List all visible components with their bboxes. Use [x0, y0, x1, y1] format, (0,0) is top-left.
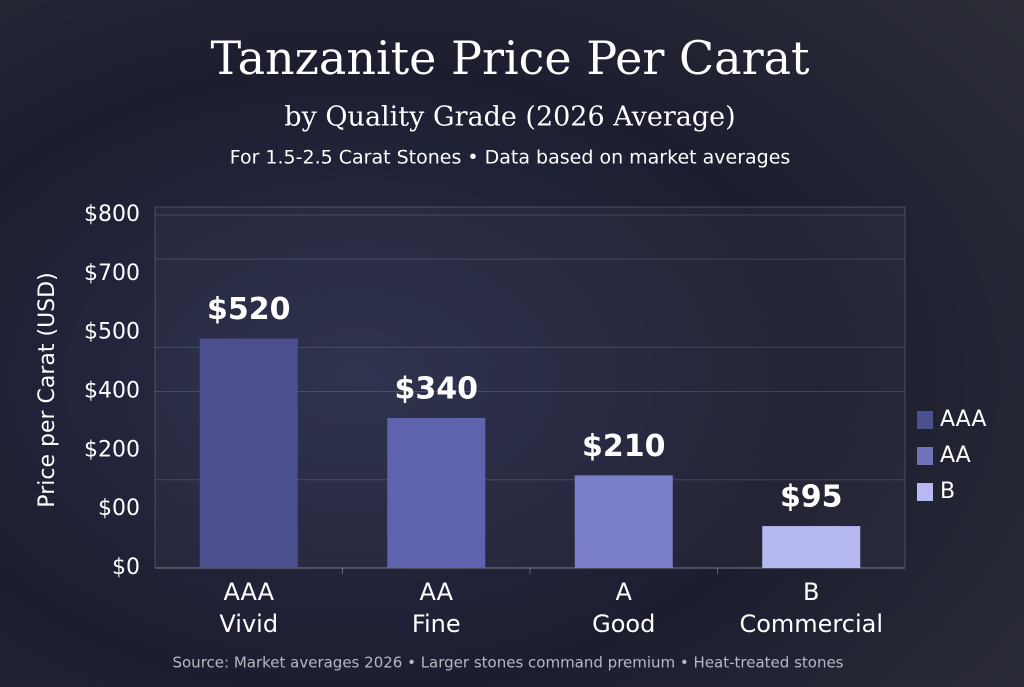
x-tick-sublabel: Fine [412, 610, 461, 638]
x-tick-label: A [616, 578, 633, 606]
y-tick-label: $500 [84, 320, 140, 345]
plot-frame [154, 206, 906, 569]
data-label: $520 [207, 292, 291, 327]
y-tick-label: $00 [98, 496, 140, 521]
legend-swatch [917, 411, 933, 429]
data-label: $210 [582, 429, 666, 464]
bar [387, 417, 486, 568]
x-tick-label: AA [419, 578, 453, 606]
x-tick-sublabel: Commercial [739, 610, 883, 638]
chart-title: Tanzanite Price Per Carat [211, 31, 811, 85]
legend-label: AAA [940, 407, 986, 432]
y-tick-label: $400 [84, 379, 140, 404]
source-note: Source: Market averages 2026 • Larger st… [172, 654, 843, 672]
data-label: $95 [780, 480, 843, 515]
y-tick-label: $0 [112, 555, 140, 580]
chart-note: For 1.5-2.5 Carat Stones • Data based on… [230, 147, 791, 169]
bar [199, 338, 298, 568]
legend-label: B [940, 479, 955, 504]
y-tick-label: $200 [84, 437, 140, 462]
x-tick-sublabel: Good [592, 610, 655, 638]
bar [574, 475, 673, 568]
y-tick-label: $700 [84, 261, 140, 286]
x-tick-label: AAA [223, 578, 274, 606]
legend-swatch [917, 447, 933, 465]
bar [762, 526, 861, 568]
chart-subtitle: by Quality Grade (2026 Average) [284, 102, 735, 133]
x-tick-label: B [803, 578, 819, 606]
y-tick-label: $800 [84, 202, 140, 227]
x-tick-sublabel: Vivid [219, 610, 278, 638]
y-axis-label: Price per Carat (USD) [35, 272, 60, 507]
legend-label: AA [940, 443, 971, 468]
data-label: $340 [395, 371, 479, 406]
legend-swatch [917, 483, 933, 501]
